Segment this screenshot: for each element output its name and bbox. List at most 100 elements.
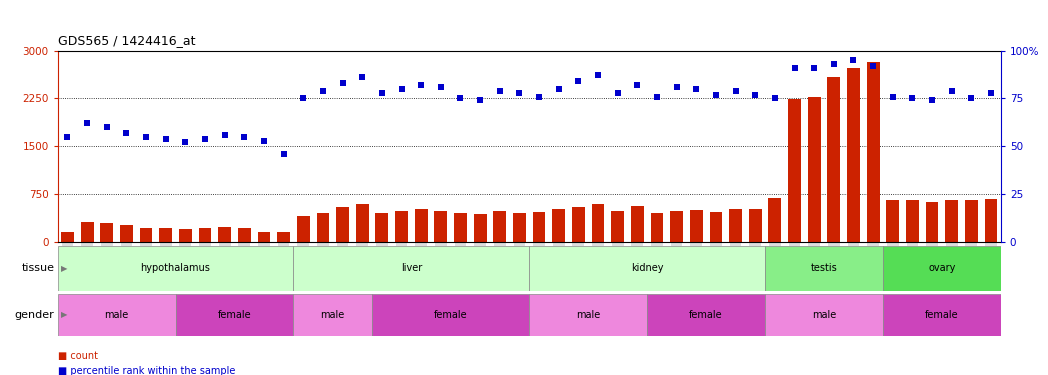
Text: ▶: ▶ (61, 310, 67, 320)
Text: testis: testis (810, 263, 837, 273)
Point (747, 92, 764, 98)
Bar (101, 224, 113, 242)
Point (59, 134, 75, 140)
Point (963, 96, 980, 102)
Point (118, 130, 135, 136)
Point (904, 96, 921, 102)
Bar (175, 294, 293, 336)
Point (177, 140, 194, 146)
Point (590, 72, 607, 78)
Bar (199, 228, 212, 242)
Bar (729, 209, 742, 242)
Text: female: female (690, 310, 723, 320)
Point (79, 120, 95, 126)
Bar (58, 294, 175, 336)
Bar (925, 202, 938, 242)
Point (530, 93, 547, 99)
Text: female: female (434, 310, 467, 320)
Point (99, 124, 115, 130)
Point (806, 65, 823, 71)
Point (885, 93, 901, 99)
Point (550, 86, 567, 92)
Point (649, 93, 665, 99)
Point (256, 138, 272, 144)
Point (413, 82, 430, 88)
Bar (278, 232, 290, 242)
Point (197, 136, 214, 142)
Bar (356, 204, 369, 242)
Point (294, 96, 311, 102)
Bar (765, 294, 882, 336)
Bar (336, 207, 349, 242)
Bar (945, 200, 958, 242)
Bar (828, 77, 840, 242)
Text: male: male (321, 310, 345, 320)
Bar (749, 209, 762, 242)
Bar (808, 96, 821, 242)
Point (669, 84, 685, 90)
Bar (81, 222, 93, 242)
Bar (671, 211, 683, 242)
Point (845, 57, 861, 63)
Point (511, 90, 528, 96)
Text: hypothalamus: hypothalamus (140, 263, 211, 273)
Text: male: male (576, 310, 601, 320)
Bar (907, 200, 919, 242)
Point (923, 98, 940, 104)
Point (354, 74, 371, 80)
Bar (293, 294, 372, 336)
Point (472, 98, 488, 104)
Bar (61, 232, 73, 242)
Text: female: female (218, 310, 252, 320)
Point (826, 61, 843, 67)
Text: ■ count: ■ count (58, 351, 97, 361)
Bar (454, 213, 466, 242)
Bar (765, 246, 882, 291)
Point (943, 88, 960, 94)
Bar (316, 213, 329, 242)
Text: liver: liver (400, 263, 422, 273)
Point (609, 90, 626, 96)
Point (216, 132, 233, 138)
Point (236, 134, 253, 140)
Point (334, 80, 351, 86)
Bar (690, 210, 702, 242)
Bar (709, 212, 722, 242)
Bar (293, 246, 529, 291)
Bar (494, 211, 506, 242)
Bar (514, 213, 526, 242)
Point (433, 84, 450, 90)
Point (707, 92, 724, 98)
Bar (415, 209, 428, 242)
Bar (58, 246, 293, 291)
Bar (435, 211, 447, 242)
Bar (529, 294, 647, 336)
Bar (651, 213, 663, 242)
Bar (965, 200, 978, 242)
Bar (238, 228, 250, 242)
Bar (179, 229, 192, 242)
Bar (258, 232, 270, 242)
Text: ▶: ▶ (61, 264, 67, 273)
Bar (372, 294, 529, 336)
Point (393, 86, 410, 92)
Point (452, 96, 468, 102)
Bar (867, 62, 879, 242)
Bar (847, 69, 859, 242)
Bar (139, 228, 152, 242)
Text: ovary: ovary (929, 263, 956, 273)
Bar (887, 200, 899, 242)
Point (865, 63, 881, 69)
Text: tissue: tissue (22, 263, 54, 273)
Point (157, 136, 174, 142)
Bar (297, 216, 309, 242)
Point (786, 65, 803, 71)
Point (492, 88, 508, 94)
Bar (529, 246, 765, 291)
Bar (631, 207, 643, 242)
Text: male: male (105, 310, 129, 320)
Point (373, 90, 390, 96)
Point (314, 88, 331, 94)
Bar (882, 246, 1001, 291)
Point (687, 86, 704, 92)
